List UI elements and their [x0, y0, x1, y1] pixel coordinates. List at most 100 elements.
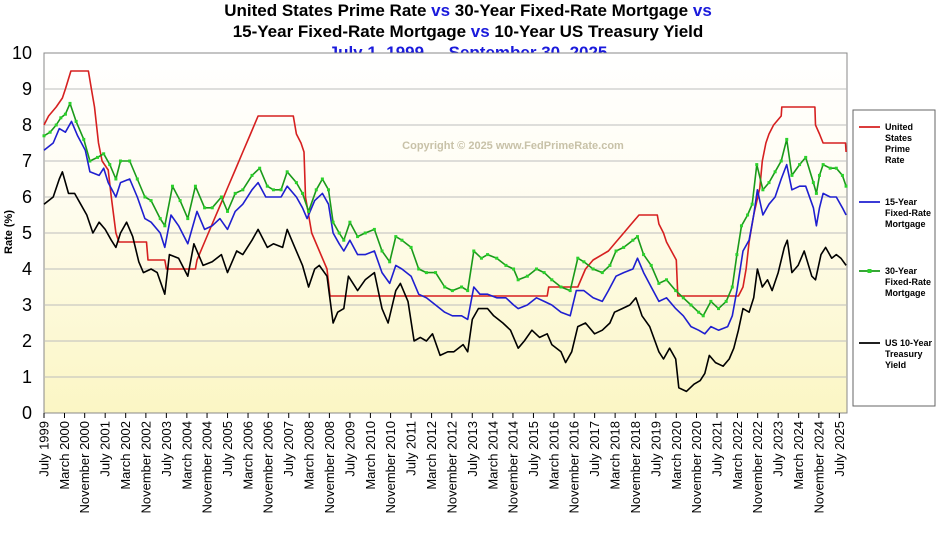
x-tick-label: March 2014	[485, 421, 500, 490]
x-axis: July 1999 March 2000 November 2000 July 200…	[37, 413, 847, 514]
y-tick-label: 2	[22, 331, 32, 351]
series-point-m30	[773, 170, 777, 174]
series-point-m30	[591, 267, 595, 271]
series-point-m30	[307, 209, 311, 213]
legend-label-m30: 30-Year Fixed-Rate Mortgage	[885, 266, 931, 298]
series-point-m30	[568, 289, 572, 293]
series-point-m30	[337, 231, 341, 235]
x-tick-label: November 2002	[138, 421, 153, 514]
series-point-m30	[466, 289, 470, 293]
series-point-m30	[409, 245, 413, 249]
series-point-m30	[68, 101, 72, 105]
series-point-m30	[600, 271, 604, 275]
series-point-m30	[817, 173, 821, 177]
series-point-m30	[717, 307, 721, 311]
series-point-m30	[631, 238, 635, 242]
series-point-m30	[701, 314, 705, 318]
series-point-m30	[193, 184, 197, 188]
x-tick-label: July 2015	[526, 421, 541, 477]
series-point-m30	[143, 195, 147, 199]
legend-label-line: US 10-Year	[885, 338, 933, 348]
series-point-m30	[114, 177, 118, 181]
legend-label-line: Fixed-Rate	[885, 277, 931, 287]
series-point-m30	[512, 267, 516, 271]
x-tick-label: July 2019	[648, 421, 663, 477]
series-point-m30	[804, 155, 808, 159]
series-point-m30	[424, 271, 428, 275]
series-point-m30	[258, 166, 262, 170]
x-tick-label: November 2000	[77, 421, 92, 514]
legend-label-line: Treasury	[885, 349, 923, 359]
y-tick-label: 3	[22, 295, 32, 315]
x-tick-label: March 2004	[179, 421, 194, 490]
series-line-t10	[43, 171, 847, 393]
series-point-m30	[233, 191, 237, 195]
series-point-m30	[59, 116, 63, 120]
x-tick-label: November 2020	[689, 421, 704, 514]
series-point-m30	[394, 235, 398, 239]
series-point-m30	[767, 181, 771, 185]
series-point-m30	[665, 278, 669, 282]
series-point-m30	[504, 263, 508, 267]
x-tick-label: November 2012	[444, 421, 459, 514]
series-point-m30	[779, 159, 783, 163]
series-point-m30	[739, 224, 743, 228]
legend-label-line: Yield	[885, 360, 906, 370]
legend-label-prime: United States Prime Rate	[885, 122, 913, 165]
series-point-m30	[300, 191, 304, 195]
x-tick-label: November 2018	[628, 421, 643, 514]
series-point-m30	[582, 260, 586, 264]
series-point-m30	[735, 253, 739, 257]
legend-label-m15: 15-Year Fixed-Rate Mortgage	[885, 197, 931, 229]
legend-label-line: 30-Year	[885, 266, 918, 276]
x-tick-label: July 2017	[587, 421, 602, 477]
series-point-m30	[814, 191, 818, 195]
x-tick-label: July 2013	[465, 421, 480, 477]
y-tick-label: 0	[22, 403, 32, 423]
series-point-m30	[608, 263, 612, 267]
series-point-m30	[674, 289, 678, 293]
x-tick-label: July 2021	[709, 421, 724, 477]
series-point-m30	[128, 159, 132, 163]
y-tick-label: 6	[22, 187, 32, 207]
series-point-m30	[48, 130, 52, 134]
series-point-m30	[724, 299, 728, 303]
series-point-m30	[550, 278, 554, 282]
copyright-notice: Copyright © 2025 www.FedPrimeRate.com	[402, 140, 624, 152]
series-point-m30	[614, 249, 618, 253]
series-point-m30	[88, 159, 92, 163]
x-tick-label: March 2006	[241, 421, 256, 490]
series-point-m30	[320, 177, 324, 181]
title-part: 30-Year Fixed-Rate Mortgage	[450, 1, 693, 20]
legend-label-line: Rate	[885, 155, 905, 165]
legend-label-line: Mortgage	[885, 288, 926, 298]
series-point-m30	[210, 206, 214, 210]
y-tick-label: 8	[22, 115, 32, 135]
series-point-m30	[450, 289, 454, 293]
series-line-m15	[43, 120, 847, 335]
title-part: 10-Year US Treasury Yield	[489, 22, 704, 41]
series-point-m30	[479, 256, 483, 260]
series-point-m30	[380, 249, 384, 253]
x-tick-label: March 2012	[424, 421, 439, 490]
y-tick-label: 1	[22, 367, 32, 387]
series-point-m30	[730, 285, 734, 289]
x-tick-label: March 2020	[669, 421, 684, 490]
x-tick-label: November 2008	[322, 421, 337, 514]
x-tick-label: July 1999	[37, 421, 52, 477]
series-point-m30	[576, 256, 580, 260]
series-point-m30	[681, 296, 685, 300]
series-point-m30	[158, 217, 162, 221]
legend-label-line: Mortgage	[885, 219, 926, 229]
x-tick-label: July 2025	[832, 421, 847, 477]
series-point-m30	[460, 285, 464, 289]
series-point-m30	[178, 199, 182, 203]
x-tick-label: November 2006	[261, 421, 276, 514]
series-point-m30	[96, 155, 100, 159]
series-point-m30	[750, 202, 754, 206]
series-point-m30	[844, 184, 848, 188]
x-tick-label: July 2003	[159, 421, 174, 477]
series-point-m30	[525, 274, 529, 278]
series-point-m30	[516, 278, 520, 282]
